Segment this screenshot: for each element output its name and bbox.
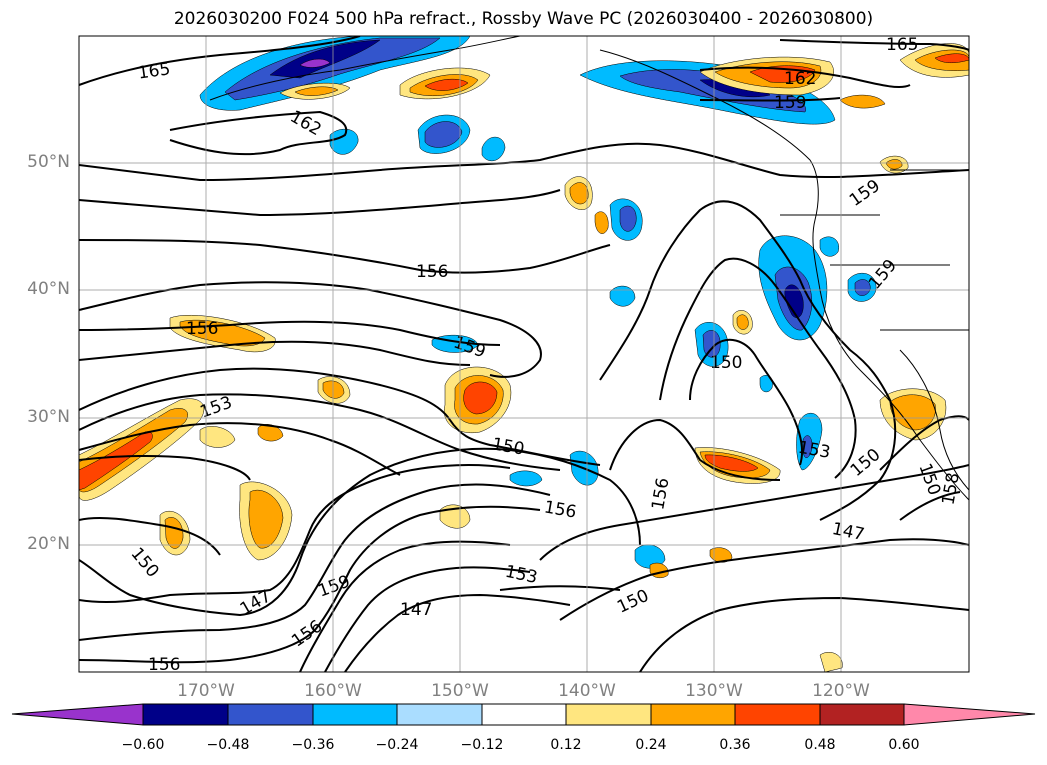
- lon-label: 160°W: [304, 681, 362, 701]
- colorbar-bin: [650, 703, 736, 726]
- lat-label: 50°N: [27, 152, 70, 172]
- contour-label: 165: [137, 59, 172, 83]
- contour-label: 156: [186, 319, 218, 339]
- contour-label: 162: [784, 69, 816, 89]
- contour-label: 165: [886, 35, 918, 55]
- colorbar-tick-label: 0.36: [719, 737, 751, 753]
- contour-label: 150: [710, 353, 742, 373]
- lon-label: 130°W: [685, 681, 743, 701]
- colorbar-bin: [481, 703, 567, 726]
- lon-label: 150°W: [431, 681, 489, 701]
- colorbar-tick-label: 0.60: [888, 737, 920, 753]
- colorbar-extend-min: [11, 703, 144, 726]
- colorbar-tick-label: −0.48: [206, 737, 250, 753]
- lat-label: 20°N: [27, 534, 70, 554]
- colorbar-tick-label: −0.12: [460, 737, 504, 753]
- map-frame: [78, 35, 970, 673]
- colorbar-bin: [312, 703, 398, 726]
- colorbar-tick-label: −0.60: [121, 737, 165, 753]
- colorbar-tick-label: 0.12: [550, 737, 582, 753]
- graticule: [79, 36, 969, 672]
- lat-label: 30°N: [27, 407, 70, 427]
- colorbar-bin: [142, 703, 229, 726]
- colorbar-bin: [819, 703, 905, 726]
- colorbar: [11, 703, 1036, 726]
- contour-label: 159: [774, 93, 806, 113]
- colorbar-bin: [565, 703, 652, 726]
- figure-title: 2026030200 F024 500 hPa refract., Rossby…: [173, 9, 874, 29]
- contour-label: 156: [148, 655, 180, 675]
- colorbar-extend-max: [903, 703, 1036, 726]
- refractivity-contours: [79, 36, 969, 672]
- contour-label: 156: [416, 262, 448, 282]
- colorbar-bin: [734, 703, 821, 726]
- contour-label: 147: [400, 600, 432, 620]
- colorbar-bin: [227, 703, 314, 726]
- colorbar-tick-label: −0.36: [291, 737, 335, 753]
- colorbar-tick-label: 0.24: [635, 737, 667, 753]
- lat-label: 40°N: [27, 279, 70, 299]
- colorbar-tick-label: 0.48: [804, 737, 836, 753]
- lon-label: 120°W: [812, 681, 870, 701]
- colorbar-bin: [396, 703, 483, 726]
- map-panel: 165 162 165 162 159 159 159 156 156 159 …: [79, 35, 969, 675]
- lon-label: 140°W: [558, 681, 616, 701]
- colorbar-tick-label: −0.24: [375, 737, 419, 753]
- lon-label: 170°W: [177, 681, 235, 701]
